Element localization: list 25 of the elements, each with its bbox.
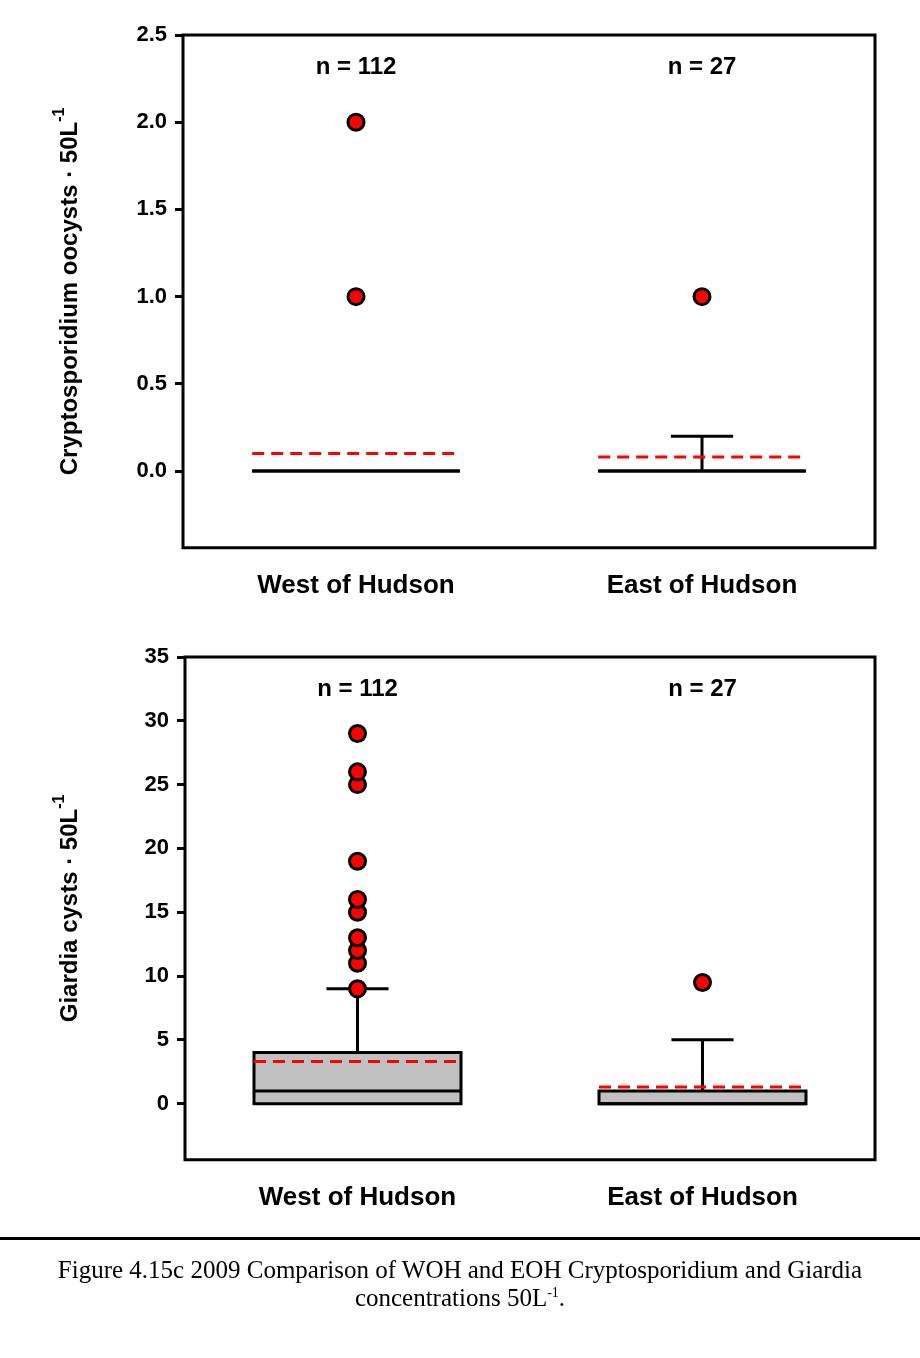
y-tick-label: 5 (156, 1025, 169, 1051)
annotation: n = 27 (667, 51, 737, 79)
y-tick-label: 0 (156, 1089, 169, 1115)
caption: Figure 4.15c 2009 Comparison of WOH and EOH Cryptosporidium and Giardia concentrations 50L$^{-1}$. (0, 1237, 920, 1327)
y-tick-label: 1.5 (136, 195, 167, 221)
annotation: n = 112 (317, 673, 398, 701)
y-tick-label: 20 (144, 834, 169, 860)
y-tick-label: 25 (144, 770, 169, 796)
y-tick-label: 0.5 (136, 369, 167, 395)
y-tick-label: 2.0 (136, 108, 167, 134)
y-tick-label: 1.0 (136, 282, 167, 308)
y-tick-label: 2.5 (136, 21, 167, 47)
x-tick-label: West of Hudson (257, 568, 455, 599)
y-axis-title: Giardia cysts · 50L-1 (50, 794, 82, 1023)
x-tick-label: West of Hudson (258, 1180, 457, 1211)
y-tick-label: 35 (144, 643, 169, 669)
y-tick-label: 10 (144, 962, 169, 988)
x-tick-label: East of Hudson (607, 1180, 798, 1211)
annotation: n = 112 (315, 51, 397, 79)
x-tick-label: East of Hudson (606, 568, 798, 599)
annotation: n = 27 (668, 673, 737, 701)
y-tick-label: 15 (144, 898, 169, 924)
y-axis-title: Cryptosporidium oocysts · 50L-1 (50, 107, 82, 476)
y-tick-label: 0.0 (136, 457, 167, 483)
y-tick-label: 30 (144, 706, 169, 732)
